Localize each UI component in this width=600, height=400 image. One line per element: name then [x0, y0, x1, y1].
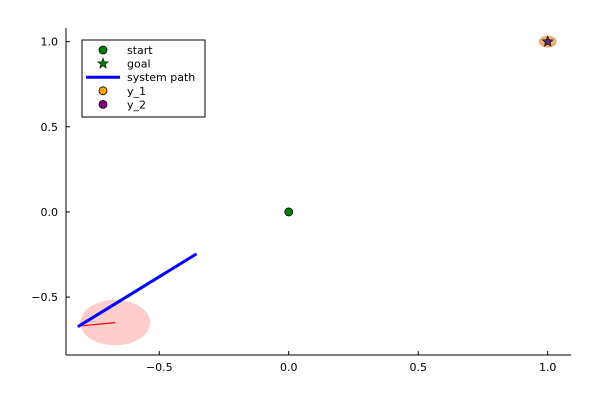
plot-area	[77, 35, 557, 346]
x-tick-label: −0.5	[146, 361, 173, 374]
series-start-point	[284, 207, 294, 217]
legend-label-y-1: y_1	[127, 85, 146, 98]
axes	[65, 28, 571, 356]
legend-swatch-goal	[96, 57, 110, 69]
legend-swatch-y-1	[98, 86, 108, 96]
x-tick-label: 1.0	[539, 361, 557, 374]
y-tick-label: 0.0	[41, 206, 59, 219]
x-tick-label: 0.0	[280, 361, 298, 374]
heading-line	[78, 322, 116, 327]
legend-label-goal: goal	[127, 58, 151, 71]
legend-label-system-path: system path	[127, 71, 195, 84]
ticks: −0.5 0.0 0.5 1.0 −0.5 0.0 0.5 1.0	[31, 36, 556, 374]
y-tick-label: 1.0	[41, 36, 59, 49]
legend-swatch-y-2	[98, 100, 108, 109]
goal-star-overlay	[543, 37, 552, 46]
legend-label-y-2: y_2	[127, 98, 146, 111]
series-system-path-line	[77, 253, 197, 328]
x-tick-label: 0.5	[409, 361, 427, 374]
y-tick-label: 0.5	[41, 121, 59, 134]
legend-swatch-start	[98, 45, 108, 55]
y-tick-label: −0.5	[31, 291, 58, 304]
legend-label-start: start	[127, 44, 153, 57]
